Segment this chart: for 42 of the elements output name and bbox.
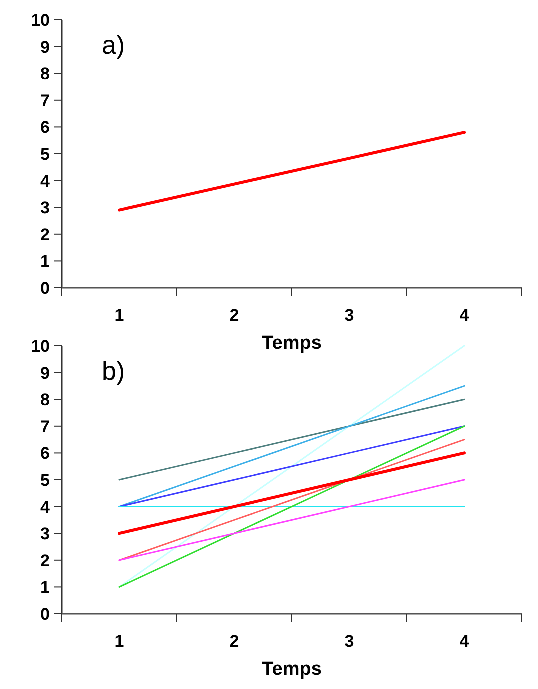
y-tick-label: 2 xyxy=(40,225,50,244)
x-axis-title: Temps xyxy=(262,659,322,680)
line-series xyxy=(118,426,466,588)
y-tick-label: 9 xyxy=(40,364,50,383)
x-tick-label: 2 xyxy=(230,306,240,325)
x-tick-label: 3 xyxy=(344,306,354,325)
x-tick-label: 1 xyxy=(114,632,124,651)
y-tick-label: 8 xyxy=(40,64,50,84)
x-tick-label: 1 xyxy=(114,306,124,325)
annotation: b) xyxy=(102,356,126,386)
x-axis-title: Temps xyxy=(262,333,322,354)
line-series xyxy=(118,439,466,562)
y-tick-label: 4 xyxy=(40,498,51,517)
y-tick-label: 10 xyxy=(31,10,50,30)
x-tick-label: 4 xyxy=(460,306,470,325)
y-tick-label: 6 xyxy=(40,444,50,464)
y-tick-label: 7 xyxy=(40,91,50,110)
y-tick-label: 7 xyxy=(40,417,50,436)
y-tick-label: 2 xyxy=(40,551,50,570)
y-tick-label: 5 xyxy=(40,144,50,164)
y-tick-label: 1 xyxy=(40,578,50,598)
y-tick-label: 4 xyxy=(40,172,51,191)
y-tick-label: 0 xyxy=(40,278,50,298)
line-series xyxy=(118,398,466,481)
line-series xyxy=(118,385,466,508)
line-series xyxy=(118,131,466,212)
x-tick-label: 3 xyxy=(344,632,354,651)
x-tick-label: 2 xyxy=(230,632,240,651)
line-series xyxy=(118,426,466,508)
y-tick-label: 9 xyxy=(40,38,50,57)
y-tick-label: 1 xyxy=(40,252,50,272)
y-tick-label: 8 xyxy=(40,390,50,410)
annotation: a) xyxy=(102,30,126,60)
line-series xyxy=(118,479,466,562)
y-tick-label: 0 xyxy=(40,604,50,624)
x-tick-label: 4 xyxy=(460,632,470,651)
y-tick-label: 5 xyxy=(40,470,50,490)
y-tick-label: 10 xyxy=(31,336,50,356)
y-tick-label: 6 xyxy=(40,118,50,138)
line-series xyxy=(118,452,466,536)
y-tick-label: 3 xyxy=(40,524,50,544)
y-tick-label: 3 xyxy=(40,198,50,218)
